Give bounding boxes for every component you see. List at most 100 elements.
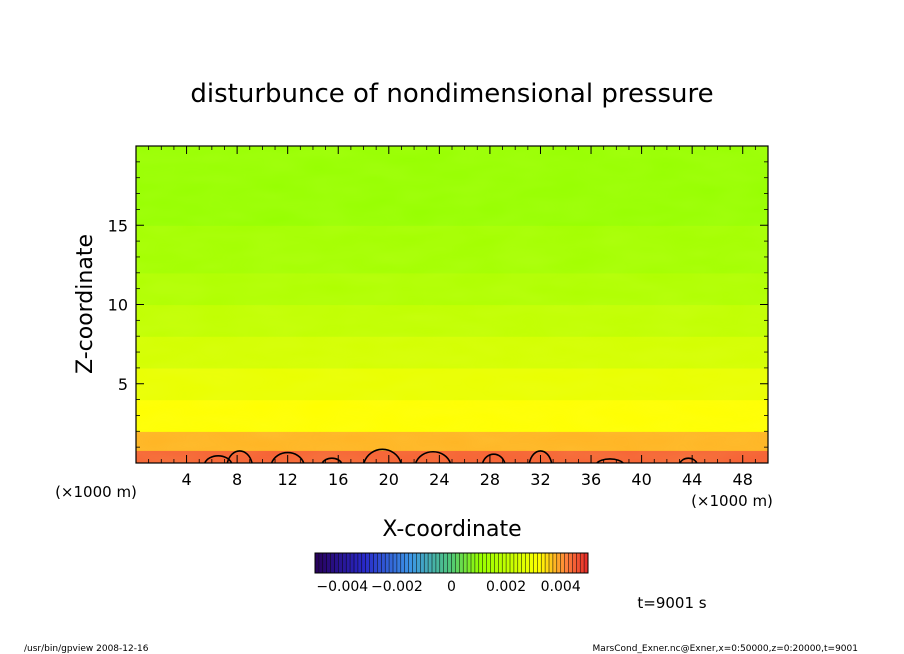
time-annotation: t=9001 s <box>637 594 706 612</box>
contour-line <box>528 450 553 463</box>
x-tick-label: 48 <box>733 470 753 489</box>
x-tick-label: 44 <box>682 470 702 489</box>
colorbar-cell <box>342 553 347 573</box>
footer-left: /usr/bin/gpview 2008-12-16 <box>24 644 149 654</box>
colorbar-cell <box>350 553 354 573</box>
colorbar-cell <box>576 553 581 573</box>
colorbar-cell <box>318 553 323 573</box>
colorbar-cell <box>439 553 444 573</box>
colorbar-cell <box>420 553 425 573</box>
colorbar-cell <box>556 553 561 573</box>
colorbar-cell <box>451 553 456 573</box>
colorbar-cell <box>330 553 335 573</box>
colorbar-cell <box>580 553 585 573</box>
field-texture <box>136 146 768 463</box>
colorbar-cell <box>396 553 401 573</box>
colorbar-cell <box>510 553 514 573</box>
colorbar-cell <box>494 553 499 573</box>
x-tick-label: 32 <box>530 470 550 489</box>
colorbar-cell <box>525 553 530 573</box>
colorbar-tick-label: 0.004 <box>541 579 581 595</box>
colorbar-cell <box>400 553 405 573</box>
colorbar-cell <box>408 553 413 573</box>
colorbar-cell <box>506 553 510 573</box>
colorbar-cell <box>334 553 339 573</box>
colorbar-cell <box>564 553 569 573</box>
colorbar-cell <box>486 553 491 573</box>
colorbar-cell <box>443 553 448 573</box>
colorbar-cell <box>373 553 378 573</box>
x-unit-right: (×1000 m) <box>691 492 773 510</box>
x-tick-label: 12 <box>278 470 298 489</box>
colorbar-cell <box>474 553 479 573</box>
colorbar-cell <box>537 553 542 573</box>
colorbar-cell <box>498 553 503 573</box>
colorbar-cell <box>541 553 546 573</box>
contour-line <box>321 457 343 463</box>
colorbar-tick-label: 0.002 <box>486 579 526 595</box>
colorbar-cell <box>432 553 436 573</box>
colorbar-cell <box>463 553 468 573</box>
y-axis-label: Z-coordinate <box>73 234 98 374</box>
colorbar-cell <box>412 553 417 573</box>
colorbar-cell <box>572 553 577 573</box>
colorbar-cell <box>584 553 588 573</box>
colorbar-cell <box>490 553 495 573</box>
colorbar-cell <box>478 553 483 573</box>
contour-layer <box>203 448 698 463</box>
x-tick-label: 36 <box>581 470 601 489</box>
colorbar-cell <box>447 553 452 573</box>
colorbar-tick-label: −0.004 <box>316 579 368 595</box>
colorbar-cell <box>424 553 429 573</box>
colorbar-cell <box>521 553 526 573</box>
y-tick-label: 10 <box>108 296 128 315</box>
colorbar-cell <box>428 553 432 573</box>
x-tick-label: 28 <box>480 470 500 489</box>
colorbar-cell <box>552 553 557 573</box>
x-tick-label: 20 <box>379 470 399 489</box>
colorbar-cell <box>435 553 440 573</box>
colorbar-cell <box>568 553 573 573</box>
chart-title: disturbunce of nondimensional pressure <box>190 79 713 109</box>
contour-line <box>226 450 253 463</box>
colorbar-tick-label: 0 <box>447 579 456 595</box>
colorbar: −0.004 −0.002 0 0.002 0.004 <box>314 552 589 595</box>
x-tick-label: 8 <box>232 470 242 489</box>
colorbar-cell <box>322 553 327 573</box>
colorbar-cell <box>482 553 487 573</box>
contour-line <box>203 454 233 463</box>
colorbar-cell <box>338 553 343 573</box>
contour-line <box>481 453 506 463</box>
x-tick-label: 4 <box>181 470 191 489</box>
y-tick-label: 5 <box>118 375 128 394</box>
x-tick-label: 24 <box>429 470 449 489</box>
footer-right: MarsCond_Exner.nc@Exner,x=0:50000,z=0:20… <box>593 644 858 654</box>
colorbar-cell <box>560 553 565 573</box>
colorbar-cell <box>369 553 374 573</box>
contour-line <box>679 457 698 463</box>
x-tick-label: 40 <box>631 470 651 489</box>
x-axis-label: X-coordinate <box>382 517 521 542</box>
colorbar-cell <box>365 553 370 573</box>
colorbar-cell <box>459 553 464 573</box>
colorbar-cell <box>393 553 397 573</box>
x-unit-left: (×1000 m) <box>55 483 137 501</box>
colorbar-cell <box>381 553 386 573</box>
colorbar-cell <box>471 553 475 573</box>
colorbar-cell <box>517 553 522 573</box>
colorbar-cell <box>513 553 518 573</box>
colorbar-cell <box>385 553 390 573</box>
contour-line <box>414 450 452 463</box>
colorbar-cell <box>354 553 358 573</box>
colorbar-cell <box>389 553 393 573</box>
colorbar-cell <box>326 553 331 573</box>
colorbar-cell <box>315 553 319 573</box>
colorbar-cell <box>549 553 553 573</box>
colorbar-cell <box>377 553 382 573</box>
colorbar-cell <box>545 553 549 573</box>
colorbar-cell <box>455 553 460 573</box>
colorbar-cell <box>346 553 351 573</box>
colorbar-cell <box>533 553 538 573</box>
